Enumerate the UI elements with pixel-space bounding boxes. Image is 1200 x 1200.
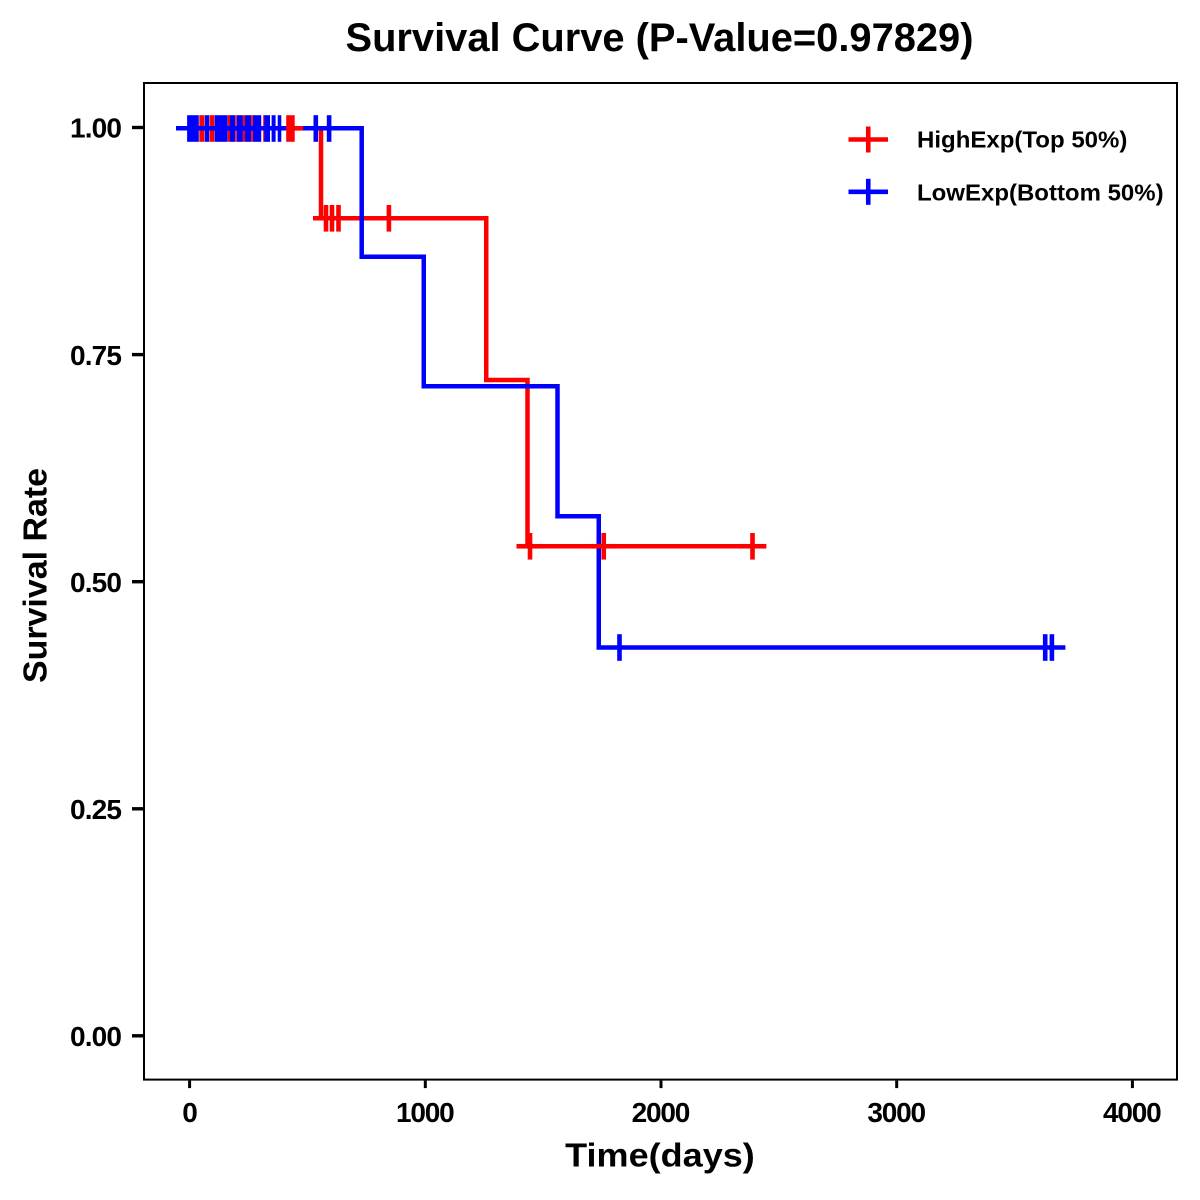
svg-text:0.50: 0.50 bbox=[70, 567, 122, 598]
svg-text:Survival Rate: Survival Rate bbox=[17, 468, 54, 683]
svg-text:1000: 1000 bbox=[396, 1097, 455, 1128]
svg-text:HighExp(Top 50%): HighExp(Top 50%) bbox=[917, 127, 1127, 153]
svg-text:Survival Curve (P-Value=0.9782: Survival Curve (P-Value=0.97829) bbox=[346, 16, 974, 60]
svg-text:2000: 2000 bbox=[632, 1097, 691, 1128]
svg-text:0: 0 bbox=[182, 1097, 198, 1128]
svg-text:LowExp(Bottom 50%): LowExp(Bottom 50%) bbox=[917, 179, 1164, 205]
svg-text:3000: 3000 bbox=[867, 1097, 926, 1128]
svg-text:1.00: 1.00 bbox=[70, 113, 122, 144]
svg-text:4000: 4000 bbox=[1103, 1097, 1162, 1128]
svg-text:0.25: 0.25 bbox=[70, 794, 122, 825]
svg-text:Time(days): Time(days) bbox=[565, 1137, 755, 1174]
svg-text:0.75: 0.75 bbox=[70, 340, 122, 371]
svg-text:0.00: 0.00 bbox=[70, 1021, 122, 1052]
